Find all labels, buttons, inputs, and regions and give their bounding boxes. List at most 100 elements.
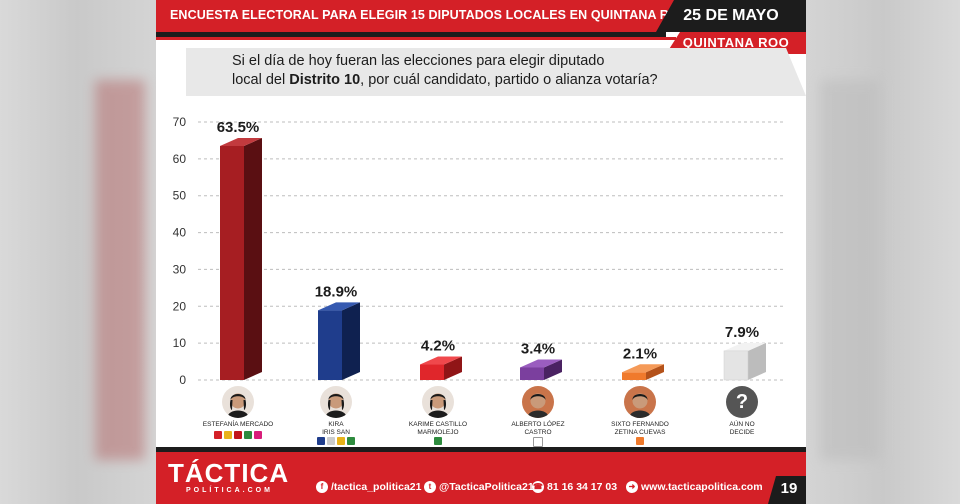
- header-divider-black: [156, 32, 666, 37]
- question-box: [186, 48, 806, 96]
- bar-top: [622, 364, 664, 373]
- candidate-name-line2: ZETINA CUEVAS: [614, 428, 666, 436]
- question-line2-post: , por cuál candidato, partido o alianza …: [360, 72, 658, 88]
- woman-portrait-icon: [320, 386, 352, 418]
- facebook-link[interactable]: f /tactica_politica21: [316, 481, 421, 493]
- facebook-icon: f: [316, 481, 328, 493]
- globe-icon: ➜: [626, 481, 638, 493]
- survey-question: Si el día de hoy fueran las elecciones p…: [232, 52, 792, 90]
- candidate-name-line1: ALBERTO LÓPEZ: [511, 421, 565, 428]
- bar: [220, 145, 244, 380]
- facebook-handle: /tactica_politica21: [331, 481, 422, 493]
- twitter-icon: t: [424, 481, 436, 493]
- question-district: Distrito 10: [289, 72, 361, 88]
- page-number: 19: [780, 480, 798, 497]
- y-tick-label: 10: [173, 336, 187, 350]
- candidate-name: AÚN NO DECIDE: [697, 421, 787, 436]
- party-logos: [193, 431, 283, 440]
- brand-logo: TÁCTICA: [168, 458, 290, 488]
- bar-side: [244, 137, 262, 380]
- y-tick-label: 0: [179, 373, 186, 387]
- party-logo-icon: [347, 437, 355, 445]
- y-tick-label: 70: [173, 115, 187, 129]
- header-date: 25 DE MAYO: [683, 7, 779, 24]
- header-title: ENCUESTA ELECTORAL PARA ELEGIR 15 DIPUTA…: [170, 8, 689, 22]
- candidate-name: KARIME CASTILLO MARMOLEJO: [393, 421, 483, 436]
- twitter-handle: @TacticaPolitica21: [439, 481, 534, 493]
- y-tick-label: 30: [173, 262, 187, 276]
- party-logo-icon: [224, 431, 232, 439]
- party-logo-icon: [244, 431, 252, 439]
- data-label: 7.9%: [725, 324, 759, 341]
- whatsapp-icon: ☎: [532, 481, 544, 493]
- footer-bar: [156, 452, 806, 504]
- bar-side: [342, 302, 360, 380]
- data-label: 63.5%: [217, 119, 260, 136]
- candidate-name: SIXTO FERNANDO ZETINA CUEVAS: [595, 421, 685, 436]
- bar-top: [420, 356, 462, 365]
- y-tick-label: 40: [173, 226, 187, 240]
- party-logo-icon: [337, 437, 345, 445]
- y-tick-label: 20: [173, 299, 187, 313]
- party-logo-icon: [636, 437, 644, 445]
- party-logo-icon: [254, 431, 262, 439]
- man-portrait-icon: [522, 386, 554, 418]
- candidate-name-line2: MARMOLEJO: [417, 428, 459, 436]
- phone-number: 81 16 34 17 03: [547, 481, 618, 493]
- bar-chart: 0 10 20 30 40 50 60 70 63.5% 18.9% 4.2% 3.4% 2.1% 7.9…: [173, 115, 786, 387]
- party-logo-icon: [234, 431, 242, 439]
- party-logos: [393, 437, 483, 446]
- y-tick-label: 60: [173, 152, 187, 166]
- question-line2-pre: local del: [232, 72, 290, 88]
- data-label: 2.1%: [623, 345, 657, 362]
- website-link[interactable]: ➜ www.tacticapolitica.com: [626, 481, 763, 493]
- man-portrait-icon: [624, 386, 656, 418]
- phone-link[interactable]: ☎ 81 16 34 17 03: [532, 481, 617, 493]
- poll-card: ENCUESTA ELECTORAL PARA ELEGIR 15 DIPUTA…: [156, 0, 806, 504]
- bar: [622, 372, 646, 380]
- party-logo-icon: [533, 437, 543, 447]
- bar-outline: [723, 350, 749, 381]
- bar-top: [520, 359, 562, 368]
- party-logo-icon: [434, 437, 442, 445]
- party-logo-icon: [214, 431, 222, 439]
- bar: [520, 367, 544, 380]
- bar: [318, 310, 342, 380]
- background-blur-right: [820, 80, 880, 460]
- question-line1: Si el día de hoy fueran las elecciones p…: [232, 53, 605, 69]
- bar: [420, 364, 444, 380]
- twitter-link[interactable]: t @TacticaPolitica21: [424, 481, 534, 493]
- candidate-name-line2: DECIDE: [729, 428, 755, 436]
- question-mark-icon: ?: [726, 386, 758, 418]
- party-logos: [291, 437, 381, 446]
- party-logos: [595, 437, 685, 446]
- data-label: 18.9%: [315, 283, 358, 300]
- candidate-name-line1: ESTEFANÍA MERCADO: [202, 421, 274, 428]
- candidate-name: ALBERTO LÓPEZ CASTRO: [493, 421, 583, 436]
- candidate-name: KIRA IRIS SAN: [291, 421, 381, 436]
- candidate-name-line1: AÚN NO: [729, 421, 755, 428]
- candidate-name-line1: KIRA: [328, 421, 344, 428]
- bar-side: [544, 359, 562, 380]
- header-state: QUINTANA ROO: [682, 35, 790, 50]
- bar-top: [220, 137, 262, 146]
- bar-top: [724, 342, 766, 351]
- bar-side: [444, 356, 462, 380]
- candidate-name-line2: CASTRO: [524, 428, 552, 436]
- header-divider-red: [156, 37, 676, 40]
- bar-side: [646, 364, 664, 380]
- candidate-name-line1: SIXTO FERNANDO: [611, 421, 669, 428]
- date-box: [656, 0, 806, 32]
- woman-portrait-icon: [422, 386, 454, 418]
- candidate-name-line2: IRIS SAN: [322, 428, 350, 436]
- candidate-name-line1: KARIME CASTILLO: [408, 421, 468, 428]
- bar-side: [748, 342, 766, 380]
- party-logos: [493, 437, 583, 447]
- data-label: 4.2%: [421, 338, 455, 355]
- candidate-name: ESTEFANÍA MERCADO: [193, 421, 283, 429]
- bar-top: [318, 302, 360, 311]
- data-label: 3.4%: [521, 340, 555, 357]
- party-logo-icon: [327, 437, 335, 445]
- party-logo-icon: [317, 437, 325, 445]
- website-url: www.tacticapolitica.com: [641, 481, 763, 493]
